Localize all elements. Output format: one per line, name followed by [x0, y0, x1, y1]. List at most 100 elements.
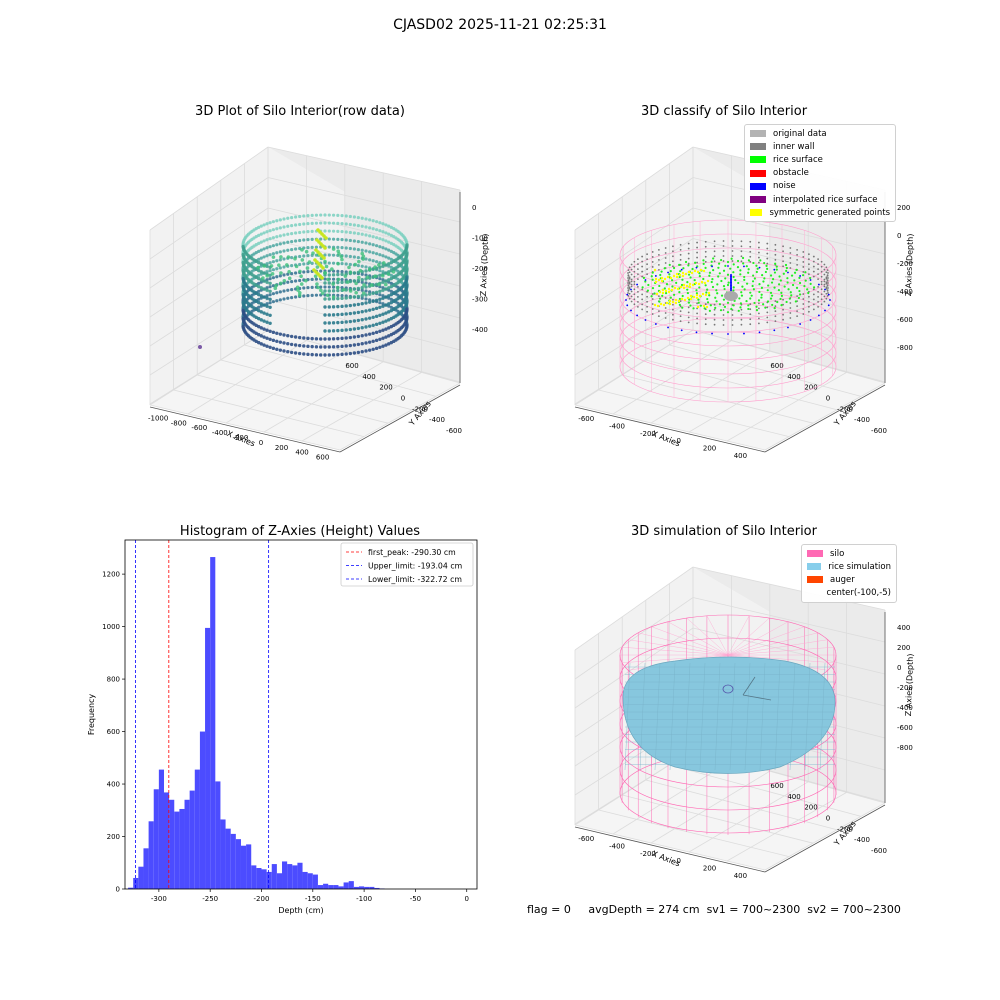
- wall-point: [713, 318, 716, 321]
- point: [336, 352, 340, 357]
- point: [241, 276, 245, 281]
- rice-point: [766, 300, 770, 303]
- rice-point: [741, 285, 744, 288]
- grid-line: [726, 372, 847, 442]
- rice-point: [715, 289, 718, 292]
- rice-point: [692, 307, 695, 310]
- point: [340, 270, 344, 274]
- wall-point: [633, 270, 636, 273]
- x-tick-label: 400: [295, 449, 308, 457]
- point: [286, 334, 290, 338]
- rice-point: [675, 281, 678, 284]
- noise-point: [827, 293, 830, 296]
- point: [331, 321, 336, 325]
- point: [367, 324, 372, 328]
- symmetric-point: [655, 292, 659, 296]
- point: [327, 329, 331, 333]
- point: [268, 269, 272, 273]
- point: [262, 264, 267, 268]
- noise-point: [695, 266, 698, 269]
- rice-point: [812, 286, 816, 289]
- rice-point: [785, 266, 788, 270]
- wall-point: [782, 250, 784, 253]
- rice-point: [695, 292, 699, 295]
- rice-point: [749, 297, 752, 300]
- point: [268, 337, 272, 341]
- point: [336, 320, 340, 325]
- histogram-bar: [317, 885, 324, 889]
- point: [384, 343, 388, 347]
- point: [265, 320, 269, 324]
- point: [389, 276, 394, 281]
- wall-point: [782, 303, 784, 306]
- wall-point: [664, 312, 667, 314]
- point: [344, 254, 348, 258]
- point: [323, 293, 327, 297]
- point: [327, 305, 331, 309]
- point: [275, 291, 279, 295]
- point: [270, 272, 275, 276]
- legend-entry: center(-100,-5): [807, 587, 891, 600]
- rice-point: [651, 271, 654, 274]
- wall-point: [808, 273, 810, 276]
- wall-point: [796, 295, 799, 298]
- point: [327, 353, 331, 357]
- grid-line: [692, 329, 886, 384]
- y-tick-label: 200: [804, 384, 817, 392]
- figure-title: CJASD02 2025-11-21 02:25:31: [393, 17, 607, 33]
- point: [374, 330, 379, 335]
- rice-point: [769, 291, 773, 294]
- wall-point: [633, 283, 636, 286]
- z-tick-label: -800: [897, 744, 913, 752]
- legend-swatch: [750, 130, 766, 138]
- point: [364, 333, 368, 337]
- rice-point: [687, 273, 691, 276]
- wall-point: [641, 260, 644, 263]
- point: [348, 262, 352, 267]
- point: [268, 285, 272, 289]
- point: [265, 296, 269, 300]
- point: [352, 287, 357, 291]
- y-tick-label: 200: [379, 384, 392, 392]
- wall-point: [637, 258, 639, 261]
- point: [327, 281, 331, 285]
- silo-wireframe: [727, 646, 834, 656]
- rice-point: [651, 287, 655, 290]
- wall-point: [630, 295, 633, 298]
- rice-point: [732, 263, 735, 266]
- noise-point: [827, 304, 830, 307]
- point: [360, 232, 364, 236]
- point: [302, 286, 306, 290]
- point: [268, 281, 272, 285]
- grid-line: [692, 238, 886, 287]
- wall-point: [731, 245, 734, 247]
- point: [371, 227, 375, 231]
- mesh-line: [744, 662, 751, 771]
- point: [336, 269, 340, 273]
- point: [286, 232, 290, 236]
- point: [257, 273, 261, 277]
- x-tick-label: 0: [677, 857, 681, 865]
- rice-point: [785, 269, 788, 273]
- point: [377, 282, 381, 287]
- rice-point: [646, 289, 650, 292]
- x-tick-label: -300: [151, 895, 167, 903]
- point: [383, 282, 388, 287]
- rice-point: [663, 287, 666, 290]
- point: [360, 280, 364, 284]
- wall-point: [687, 321, 690, 324]
- wall-point: [657, 263, 660, 266]
- point: [323, 259, 327, 264]
- point: [357, 259, 361, 264]
- point: [290, 295, 294, 300]
- wall-point: [766, 257, 769, 260]
- wall-point: [749, 313, 752, 316]
- noise-point: [730, 289, 732, 291]
- point: [327, 237, 331, 241]
- point: [381, 254, 385, 258]
- symmetric-point: [670, 288, 674, 292]
- legend-label: rice simulation: [828, 561, 891, 572]
- noise-point: [758, 331, 761, 334]
- symmetric-point: [674, 301, 678, 305]
- wall-point: [651, 261, 654, 263]
